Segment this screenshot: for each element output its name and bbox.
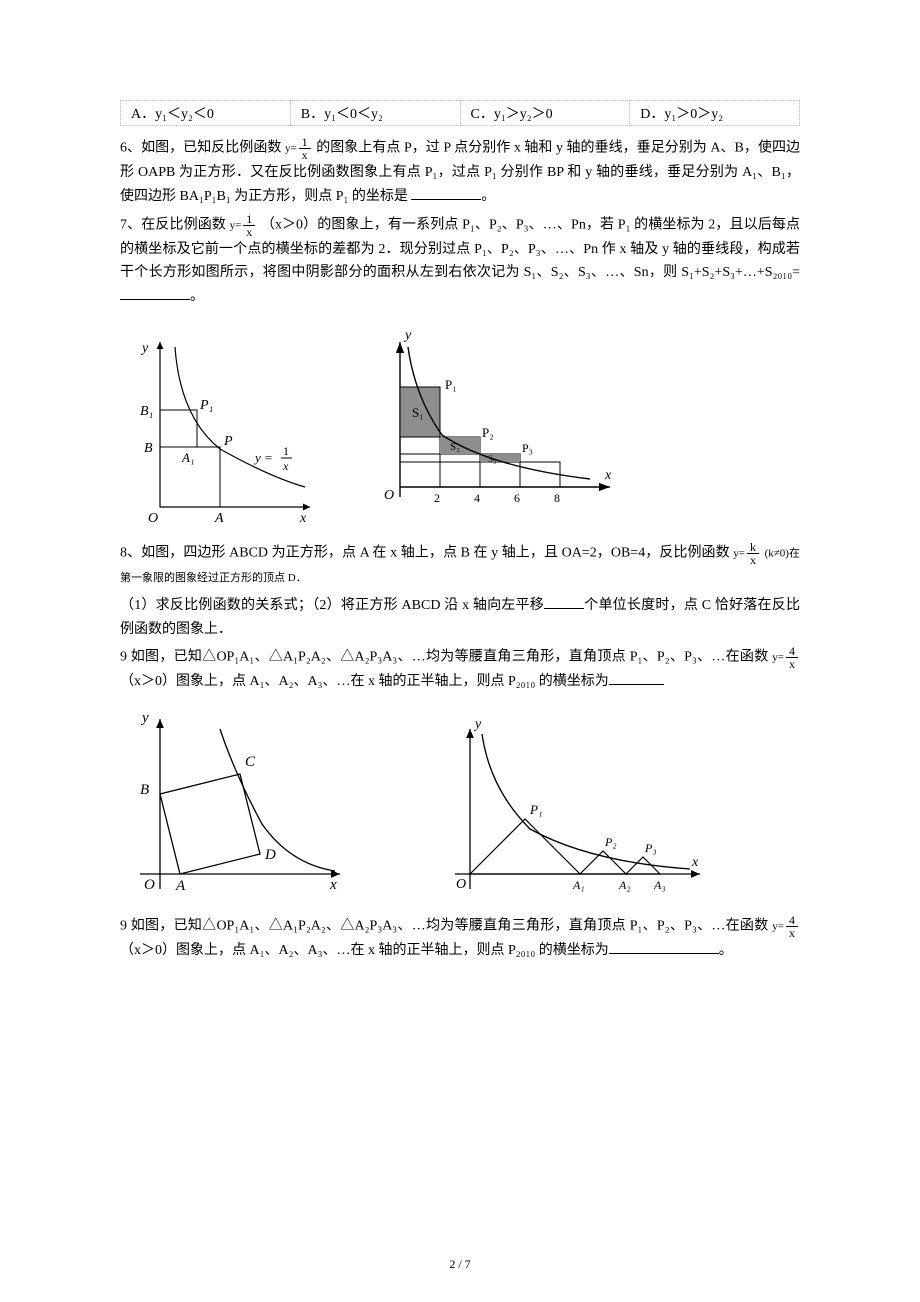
svg-text:S₁: S₁ <box>412 405 424 420</box>
options-table: A．y₁＜y₂＜0 B．y₁＜0＜y₂ C．y₁＞y₂＞0 D．y₁＞0＞y₂ <box>120 100 800 126</box>
svg-text:x: x <box>329 877 337 893</box>
q8-l1: 8、如图，四边形 ABCD 为正方形，点 A 在 x 轴上，点 B 在 y 轴上… <box>120 546 730 561</box>
q8-eqpre: y= <box>733 548 745 560</box>
svg-text:y: y <box>473 717 482 732</box>
q6-text: 6、如图，已知反比例函数 y=1x 的图象上有点 P，过 P 点分别作 x 轴和… <box>120 136 800 209</box>
q9-text-a: 9 如图，已知△OP₁A₁、△A₁P₂A₂、△A₂P₃A₃、…均为等腰直角三角形… <box>120 645 800 694</box>
svg-text:A: A <box>214 511 224 526</box>
svg-text:B: B <box>140 782 149 798</box>
svg-text:4: 4 <box>474 491 480 505</box>
q8-blank <box>544 594 584 609</box>
q7-blank <box>120 285 190 300</box>
q9-l1-b: 9 如图，已知△OP₁A₁、△A₁P₂A₂、△A₂P₃A₃、…均为等腰直角三角形… <box>120 919 769 934</box>
q9-blank-a <box>609 670 664 685</box>
svg-text:C: C <box>245 754 256 770</box>
svg-text:P₂: P₂ <box>604 835 617 849</box>
svg-text:2: 2 <box>434 491 440 505</box>
opt-a: A．y₁＜y₂＜0 <box>121 101 291 126</box>
svg-text:1: 1 <box>283 444 289 458</box>
svg-text:P₁: P₁ <box>529 802 542 817</box>
fraction-4x: 4x <box>786 645 798 670</box>
figure-q9: y x O P₁ P₂ P₃ A₁ A₂ A₃ <box>430 714 710 904</box>
svg-text:B: B <box>144 441 153 456</box>
svg-text:A₂: A₂ <box>618 878 631 892</box>
q6-end: 。 <box>481 189 495 204</box>
q7-text: 7、在反比例函数 y=1x （x＞0）的图象上，有一系列点 P₁、P₂、P₃、…… <box>120 213 800 309</box>
svg-text:O: O <box>456 877 466 892</box>
q8-text: 8、如图，四边形 ABCD 为正方形，点 A 在 x 轴上，点 B 在 y 轴上… <box>120 541 800 590</box>
svg-text:O: O <box>148 511 158 526</box>
svg-text:A: A <box>175 878 186 894</box>
q8-parts: （1）求反比例函数的关系式；（2）将正方形 ABCD 沿 x 轴向左平移个单位长… <box>120 594 800 642</box>
opt-d: D．y₁＞0＞y₂ <box>630 101 800 126</box>
fraction-1x-b: 1x <box>243 213 255 238</box>
q9-cond-b: （x＞0）图象上，点 A₁、A₂、A₃、…在 x 轴的正半轴上，则点 P₂₀₁₀… <box>120 943 609 958</box>
q9-eqpre-b: y= <box>772 921 784 933</box>
q9-blank-b <box>609 939 719 954</box>
q6-eqpre: y= <box>285 143 297 155</box>
svg-text:y =: y = <box>253 450 273 465</box>
svg-text:A₃: A₃ <box>653 878 666 892</box>
svg-text:O: O <box>144 877 155 893</box>
svg-text:B₁: B₁ <box>140 404 153 419</box>
svg-text:y: y <box>140 341 149 356</box>
svg-text:x: x <box>282 459 289 473</box>
q7-eqpre: y= <box>230 219 242 231</box>
fraction-4x-b: 4x <box>786 914 798 939</box>
svg-text:y: y <box>140 710 149 726</box>
fraction-1x: 1x <box>299 136 311 161</box>
q6-prefix: 6、如图，已知反比例函数 <box>120 141 281 156</box>
svg-text:D: D <box>264 847 276 863</box>
page-number: 2 / 7 <box>0 1257 920 1272</box>
q9-text-b: 9 如图，已知△OP₁A₁、△A₁P₂A₂、△A₂P₃A₃、…均为等腰直角三角形… <box>120 914 800 963</box>
svg-text:P₁: P₁ <box>445 377 457 392</box>
svg-text:P₃: P₃ <box>644 841 657 855</box>
svg-text:O: O <box>384 488 394 503</box>
q9-eqpre: y= <box>772 652 784 664</box>
svg-text:y: y <box>403 328 412 343</box>
figure-q6: y x O A B B₁ P P₁ A₁ y = 1 x <box>120 327 320 527</box>
q7-prefix: 7、在反比例函数 <box>120 217 226 232</box>
q9-cond-a: （x＞0）图象上，点 A₁、A₂、A₃、…在 x 轴的正半轴上，则点 P₂₀₁₀… <box>120 674 609 689</box>
q6-blank <box>411 185 481 200</box>
q9-l1: 9 如图，已知△OP₁A₁、△A₁P₂A₂、△A₂P₃A₃、…均为等腰直角三角形… <box>120 650 769 665</box>
opt-b: B．y₁＜0＜y₂ <box>290 101 460 126</box>
svg-text:x: x <box>604 468 612 483</box>
svg-text:P₁: P₁ <box>199 398 213 413</box>
svg-text:x: x <box>299 511 307 526</box>
svg-text:8: 8 <box>554 491 560 505</box>
svg-text:x: x <box>691 855 699 870</box>
opt-c: C．y₁＞y₂＞0 <box>460 101 630 126</box>
svg-text:P₂: P₂ <box>482 425 494 440</box>
q7-end: 。 <box>190 289 204 304</box>
q9-end-b: 。 <box>719 943 733 958</box>
figure-q8: y x O A B C D <box>120 704 350 904</box>
svg-text:P₃: P₃ <box>522 441 533 455</box>
svg-text:P: P <box>223 434 233 449</box>
svg-text:A₁: A₁ <box>181 450 194 465</box>
svg-text:A₁: A₁ <box>572 878 585 892</box>
figure-q7: 2 4 6 8 S₁ S₂ S₃ P₁ P₂ P₃ y x <box>360 327 620 527</box>
fraction-kx: kx <box>747 541 759 566</box>
q8-p1: （1）求反比例函数的关系式；（2）将正方形 ABCD 沿 x 轴向左平移 <box>120 598 544 613</box>
svg-text:6: 6 <box>514 491 520 505</box>
